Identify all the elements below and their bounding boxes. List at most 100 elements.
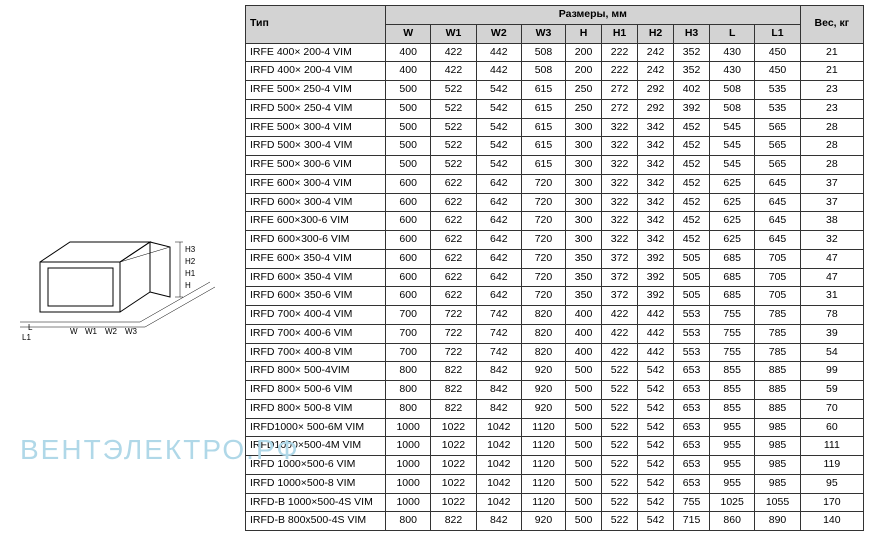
cell-value: 685 [710,249,755,268]
cell-value: 625 [710,212,755,231]
cell-value: 422 [431,62,476,81]
cell-value: 422 [602,324,638,343]
cell-value: 450 [755,43,800,62]
cell-value: 452 [674,156,710,175]
table-row: IRFD 500× 300-4 VIM500522542615300322342… [246,137,864,156]
cell-value: 342 [638,137,674,156]
cell-value: 890 [755,512,800,531]
cell-value: 1000 [386,456,431,475]
cell-value: 720 [521,212,565,231]
cell-value: 430 [710,62,755,81]
table-row: IRFD 700× 400-6 VIM700722742820400422442… [246,324,864,343]
cell-value: 842 [476,381,521,400]
cell-value: 615 [521,99,565,118]
cell-value: 622 [431,287,476,306]
cell-value: 505 [674,249,710,268]
cell-value: 39 [800,324,863,343]
cell-value: 350 [566,287,602,306]
cell-value: 755 [674,493,710,512]
cell-value: 452 [674,212,710,231]
cell-value: 522 [602,512,638,531]
cell-value: 653 [674,437,710,456]
cell-value: 522 [431,99,476,118]
cell-value: 522 [431,118,476,137]
cell-type: IRFD 600× 300-4 VIM [246,193,386,212]
table-row: IRFE 500× 300-6 VIM500522542615300322342… [246,156,864,175]
cell-type: IRFE 500× 300-6 VIM [246,156,386,175]
cell-value: 400 [386,43,431,62]
table-row: IRFE 500× 250-4 VIM500522542615250272292… [246,81,864,100]
box-diagram: H3 H2 H1 H W W1 W2 W3 L L1 [10,182,235,362]
cell-value: 442 [476,62,521,81]
cell-value: 600 [386,249,431,268]
cell-value: 522 [431,156,476,175]
cell-value: 1120 [521,474,565,493]
cell-value: 505 [674,268,710,287]
cell-value: 500 [566,381,602,400]
cell-value: 542 [476,156,521,175]
cell-value: 855 [710,381,755,400]
cell-value: 622 [431,193,476,212]
cell-value: 705 [755,268,800,287]
header-col-w2: W2 [476,24,521,43]
cell-value: 1022 [431,474,476,493]
cell-value: 500 [566,493,602,512]
cell-value: 720 [521,231,565,250]
cell-value: 785 [755,324,800,343]
cell-value: 508 [521,43,565,62]
cell-type: IRFD 700× 400-8 VIM [246,343,386,362]
cell-value: 920 [521,362,565,381]
svg-text:H1: H1 [185,269,196,278]
cell-value: 1022 [431,493,476,512]
cell-value: 111 [800,437,863,456]
cell-type: IRFD 1000×500-8 VIM [246,474,386,493]
table-row: IRFD1000×500-4M VIM100010221042112050052… [246,437,864,456]
cell-type: IRFE 600× 300-4 VIM [246,174,386,193]
cell-value: 37 [800,193,863,212]
cell-value: 720 [521,193,565,212]
cell-type: IRFD-B 800x500-4S VIM [246,512,386,531]
table-row: IRFE 400× 200-4 VIM400422442508200222242… [246,43,864,62]
cell-value: 822 [431,362,476,381]
cell-value: 755 [710,306,755,325]
cell-value: 700 [386,343,431,362]
cell-value: 1025 [710,493,755,512]
cell-value: 642 [476,231,521,250]
cell-value: 23 [800,99,863,118]
cell-value: 372 [602,268,638,287]
cell-value: 78 [800,306,863,325]
cell-value: 452 [674,137,710,156]
cell-value: 372 [602,287,638,306]
cell-value: 955 [710,456,755,475]
cell-value: 342 [638,231,674,250]
cell-value: 500 [386,99,431,118]
cell-value: 250 [566,99,602,118]
cell-value: 820 [521,306,565,325]
cell-value: 1022 [431,456,476,475]
cell-value: 615 [521,118,565,137]
cell-value: 392 [638,268,674,287]
cell-value: 442 [638,324,674,343]
cell-value: 855 [710,399,755,418]
cell-value: 522 [431,81,476,100]
cell-value: 653 [674,381,710,400]
cell-value: 785 [755,306,800,325]
cell-type: IRFD 500× 250-4 VIM [246,99,386,118]
cell-value: 352 [674,43,710,62]
cell-value: 800 [386,362,431,381]
cell-value: 322 [602,137,638,156]
cell-value: 955 [710,437,755,456]
cell-value: 452 [674,231,710,250]
table-row: IRFD 600× 300-4 VIM600622642720300322342… [246,193,864,212]
cell-value: 885 [755,381,800,400]
cell-value: 642 [476,287,521,306]
cell-value: 742 [476,324,521,343]
cell-value: 422 [431,43,476,62]
cell-value: 292 [638,81,674,100]
cell-type: IRFD 600× 350-4 VIM [246,268,386,287]
cell-value: 1000 [386,474,431,493]
cell-value: 342 [638,118,674,137]
cell-value: 742 [476,343,521,362]
cell-value: 842 [476,399,521,418]
cell-value: 500 [566,456,602,475]
